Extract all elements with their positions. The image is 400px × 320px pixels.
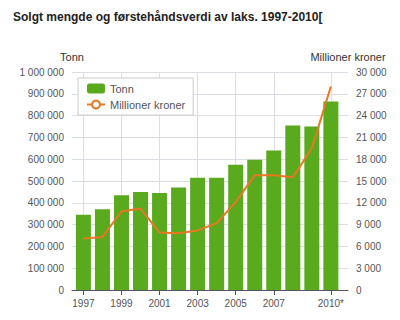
svg-text:2005: 2005 (225, 298, 248, 309)
svg-text:500 000: 500 000 (28, 176, 65, 187)
svg-text:18 000: 18 000 (356, 154, 387, 165)
svg-text:24 000: 24 000 (356, 110, 387, 121)
svg-text:Tonn: Tonn (110, 83, 134, 95)
svg-text:Millioner kroner: Millioner kroner (110, 99, 186, 111)
svg-text:100 000: 100 000 (28, 263, 65, 274)
svg-text:700 000: 700 000 (28, 132, 65, 143)
svg-text:12 000: 12 000 (356, 197, 387, 208)
svg-text:3 000: 3 000 (356, 263, 381, 274)
svg-text:15 000: 15 000 (356, 176, 387, 187)
svg-text:0: 0 (356, 285, 362, 296)
svg-text:2010*: 2010* (318, 298, 344, 309)
svg-text:2007: 2007 (263, 298, 286, 309)
svg-text:300 000: 300 000 (28, 219, 65, 230)
svg-text:1997: 1997 (72, 298, 95, 309)
svg-text:1999: 1999 (110, 298, 133, 309)
svg-text:0: 0 (58, 285, 64, 296)
svg-text:900 000: 900 000 (28, 88, 65, 99)
svg-text:400 000: 400 000 (28, 197, 65, 208)
svg-text:21 000: 21 000 (356, 132, 387, 143)
svg-text:600 000: 600 000 (28, 154, 65, 165)
svg-text:200 000: 200 000 (28, 241, 65, 252)
svg-text:Solgt mengde og førstehåndsver: Solgt mengde og førstehåndsverdi av laks… (13, 10, 322, 24)
svg-text:9 000: 9 000 (356, 219, 381, 230)
svg-text:6 000: 6 000 (356, 241, 381, 252)
svg-text:27 000: 27 000 (356, 88, 387, 99)
svg-text:800 000: 800 000 (28, 110, 65, 121)
svg-text:2001: 2001 (148, 298, 171, 309)
svg-text:Millioner kroner: Millioner kroner (310, 51, 386, 63)
svg-text:1 000 000: 1 000 000 (20, 67, 65, 78)
svg-text:Tonn: Tonn (60, 51, 84, 63)
svg-text:2003: 2003 (187, 298, 210, 309)
svg-text:30 000: 30 000 (356, 67, 387, 78)
